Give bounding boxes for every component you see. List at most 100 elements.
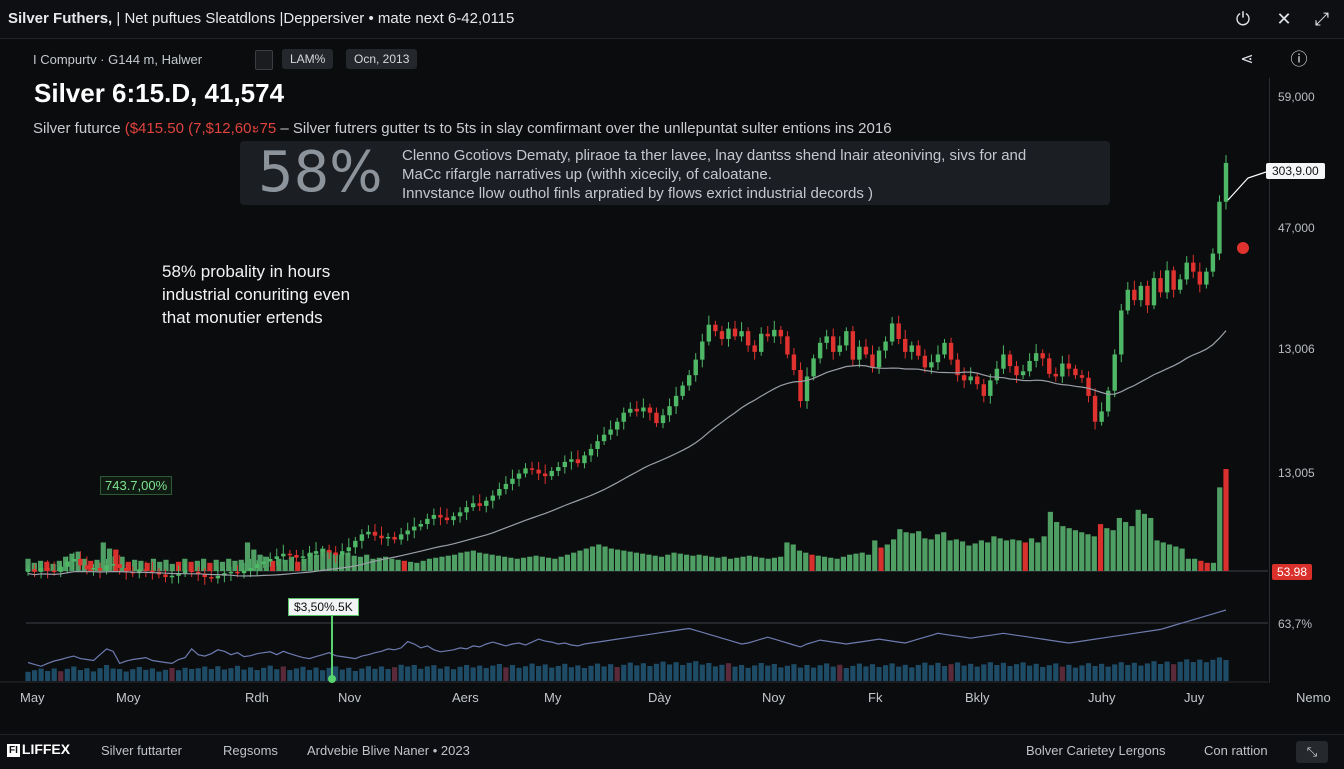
candle-body	[320, 549, 325, 552]
maximize-icon[interactable]: ⤢	[1314, 9, 1330, 29]
lower-bar	[352, 671, 358, 681]
lower-bar	[333, 666, 339, 681]
candle-body	[307, 553, 312, 557]
y-tick-label: 59,000	[1278, 90, 1315, 104]
candle-body	[25, 569, 31, 572]
volume-bar	[483, 553, 489, 571]
lower-bar	[1190, 662, 1196, 681]
volume-bar	[238, 559, 244, 571]
lower-bar	[981, 664, 987, 681]
volume-bar	[621, 550, 627, 571]
lower-bar	[372, 668, 378, 681]
candle-body	[1223, 162, 1229, 202]
volume-bar	[426, 558, 433, 571]
x-tick-label: Nov	[338, 690, 362, 705]
lower-bar	[287, 670, 293, 681]
lower-bar	[863, 666, 869, 681]
lower-bar	[58, 671, 64, 681]
volume-bar	[809, 554, 815, 571]
candle-body	[189, 570, 194, 573]
candle-body	[169, 575, 175, 578]
candle-body	[117, 564, 122, 568]
footer-item[interactable]: Regsoms	[223, 743, 278, 758]
lower-bar	[1099, 663, 1105, 681]
candle-body	[523, 468, 528, 474]
footer-item[interactable]: Con rattion	[1204, 743, 1268, 758]
lower-bar	[418, 668, 424, 681]
volume-bar	[985, 542, 991, 571]
toolbar-info: I Compurtv · G144 m, Halwer	[33, 52, 203, 67]
date-chip[interactable]: Ocn, 2013	[346, 49, 418, 69]
lower-bar	[1072, 667, 1079, 681]
price-callout-line	[1227, 171, 1267, 201]
candle-body	[137, 569, 142, 574]
x-tick-label: May	[20, 690, 45, 705]
volume-bar	[909, 533, 915, 571]
lower-bar	[483, 668, 489, 681]
lower-bar	[1040, 667, 1046, 681]
lower-bar	[326, 667, 332, 681]
lower-bar	[882, 665, 889, 681]
volume-bar	[451, 554, 458, 571]
volume-bar	[1166, 544, 1173, 571]
share-icon[interactable]: ⋖	[1240, 51, 1254, 68]
footer-item[interactable]: Bolver Carietey Lergons	[1026, 743, 1166, 758]
volume-bar	[608, 548, 614, 571]
footer-item[interactable]: Silver futtarter	[101, 743, 182, 758]
lower-bar	[339, 669, 345, 681]
candle-body	[1073, 368, 1078, 376]
volume-bar	[821, 556, 828, 571]
lower-bar	[529, 663, 535, 681]
candle-body	[438, 514, 443, 518]
lower-bar	[274, 669, 280, 681]
volume-bar	[1123, 522, 1129, 571]
volume-bar	[44, 561, 50, 571]
lower-bar	[103, 665, 110, 681]
candle-body	[412, 526, 417, 531]
candle-body	[202, 574, 207, 578]
lower-bar	[254, 670, 260, 681]
candle-body	[562, 461, 568, 468]
chart-toggle-icon[interactable]: ⤡	[1296, 741, 1328, 763]
brand-logo: FI LIFFEX	[7, 741, 71, 757]
lower-bar	[536, 666, 542, 681]
power-icon[interactable]: ⏻	[1235, 9, 1251, 29]
volume-bar	[589, 546, 596, 571]
volume-bar	[1217, 487, 1223, 571]
candle-body	[1151, 278, 1157, 306]
volume-bar	[320, 548, 326, 571]
volume-bar	[658, 556, 665, 571]
volume-bar	[884, 544, 890, 571]
close-icon[interactable]: ✕	[1276, 9, 1292, 29]
volume-bar	[1066, 528, 1072, 571]
lower-bar	[693, 661, 699, 681]
volume-bar	[489, 554, 495, 571]
timeframe-chip[interactable]: LAM%	[282, 49, 334, 69]
volume-bar	[1154, 540, 1160, 571]
candle-body	[876, 350, 882, 368]
volume-bar	[94, 559, 100, 571]
lower-bar	[627, 662, 633, 681]
candle-body	[71, 558, 77, 562]
volume-bar	[815, 555, 821, 571]
volume-bar	[1072, 530, 1079, 571]
candle-body	[366, 531, 371, 535]
volume-bar	[640, 553, 646, 571]
candle-body	[857, 346, 862, 360]
volume-bar	[784, 542, 790, 571]
candle-body	[831, 336, 836, 352]
layout-square-button[interactable]	[255, 50, 273, 70]
lower-bar	[143, 669, 149, 681]
volume-bar	[357, 556, 364, 571]
lower-bar	[732, 666, 738, 681]
candle-body	[870, 354, 875, 368]
volume-bar	[859, 552, 865, 571]
candle-body	[340, 551, 345, 556]
info-icon[interactable]: ⓘ	[1290, 50, 1308, 69]
volume-bar	[470, 550, 476, 571]
candle-body	[431, 514, 437, 519]
candle-body	[542, 473, 548, 477]
candle-body	[608, 429, 613, 435]
y-tick-label: 47,000	[1278, 221, 1315, 235]
